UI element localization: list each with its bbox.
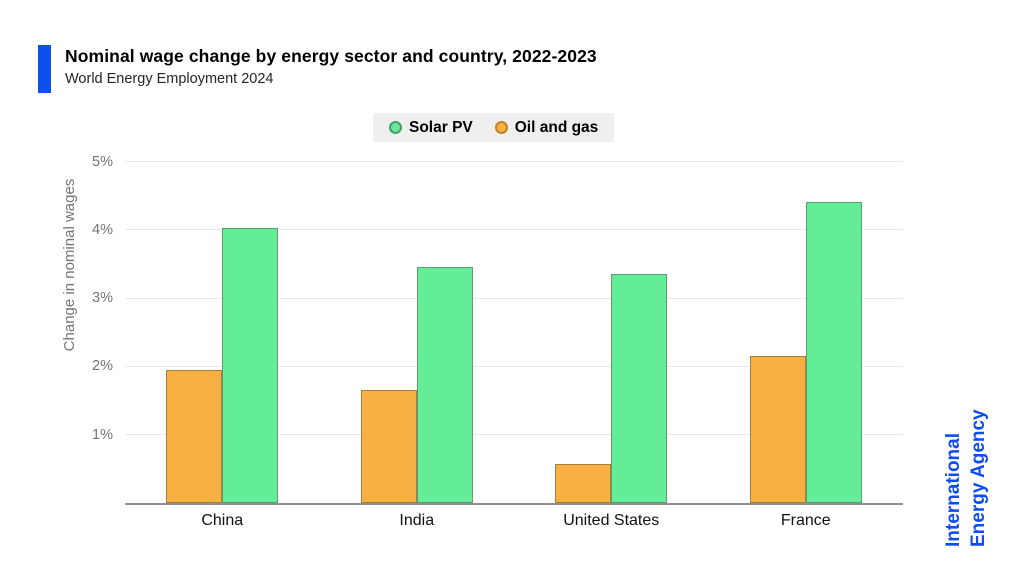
iea-wordmark-line2: Energy Agency bbox=[968, 409, 989, 547]
legend-item-solar-pv: Solar PV bbox=[389, 119, 473, 137]
x-axis-label-india: India bbox=[399, 512, 435, 529]
chart-title: Nominal wage change by energy sector and… bbox=[65, 46, 597, 66]
iea-wordmark-line1: International bbox=[943, 432, 964, 547]
x-axis-label-france: France bbox=[780, 512, 831, 529]
gridline-3% bbox=[125, 297, 903, 299]
iea-logo-wordmark: International Energy Agency bbox=[941, 377, 991, 547]
bar-oil-and-gas-united-states bbox=[555, 464, 612, 503]
legend: Solar PV Oil and gas bbox=[373, 113, 615, 142]
legend-label-solar-pv: Solar PV bbox=[409, 118, 473, 136]
x-axis-label-united-states: United States bbox=[563, 512, 660, 529]
y-tick-label-2%: 2% bbox=[92, 358, 113, 375]
gridline-1% bbox=[125, 434, 903, 436]
y-tick-label-5%: 5% bbox=[92, 153, 113, 170]
bar-solar-pv-united-states bbox=[611, 274, 668, 503]
title-accent-bar bbox=[38, 45, 51, 93]
chart-subtitle: World Energy Employment 2024 bbox=[65, 71, 274, 87]
solar-pv-dot-icon bbox=[389, 121, 402, 134]
bar-oil-and-gas-france bbox=[749, 356, 806, 503]
bar-oil-and-gas-china bbox=[166, 369, 223, 503]
legend-item-oil-and-gas: Oil and gas bbox=[494, 118, 599, 137]
gridline-4% bbox=[125, 229, 903, 231]
x-axis-label-china: China bbox=[201, 512, 244, 529]
x-axis-line bbox=[125, 503, 903, 505]
bar-solar-pv-china bbox=[222, 227, 279, 503]
y-tick-label-1%: 1% bbox=[92, 426, 113, 443]
gridline-2% bbox=[125, 365, 903, 367]
gridline-5% bbox=[125, 161, 903, 162]
y-tick-label-4%: 4% bbox=[92, 221, 113, 238]
y-tick-label-3%: 3% bbox=[92, 290, 113, 307]
oil-and-gas-dot-icon bbox=[494, 121, 508, 134]
y-axis-title: Change in nominal wages bbox=[61, 178, 78, 352]
legend-label-oil-and-gas: Oil and gas bbox=[514, 118, 599, 136]
bar-solar-pv-france bbox=[805, 202, 862, 503]
bar-oil-and-gas-india bbox=[360, 390, 417, 503]
bar-solar-pv-india bbox=[416, 267, 473, 503]
